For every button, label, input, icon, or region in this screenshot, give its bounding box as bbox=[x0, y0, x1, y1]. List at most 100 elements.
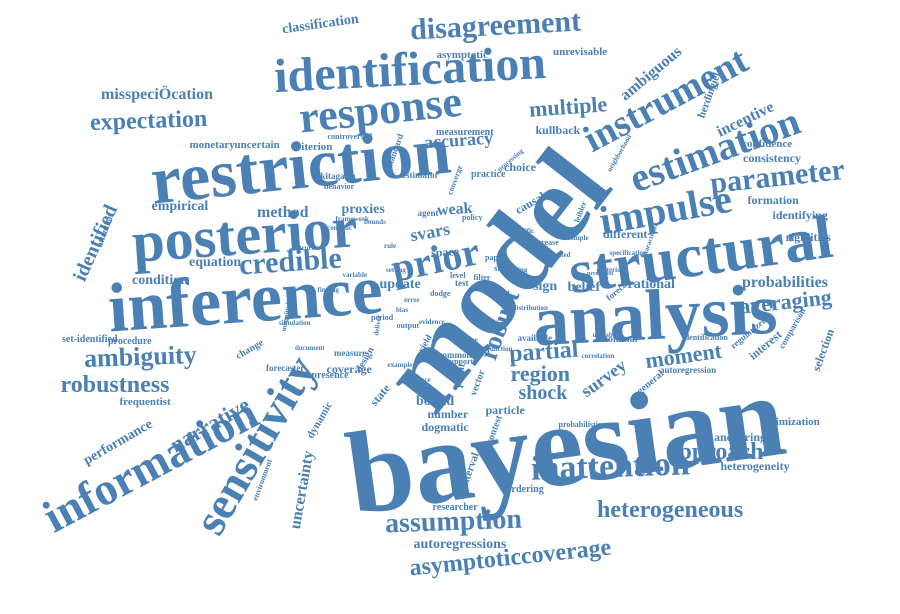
word-autoregression: autoregression bbox=[660, 364, 717, 375]
word-heterogeneous: heterogeneous bbox=[597, 497, 744, 523]
word-classification: classification bbox=[280, 11, 360, 38]
word-rational: rational bbox=[627, 277, 675, 292]
word-consistency: consistency bbox=[743, 151, 801, 165]
word-kitagawa: kitagawa bbox=[320, 170, 356, 181]
word-framework: framework bbox=[335, 214, 369, 223]
word-setting: setting bbox=[386, 265, 406, 274]
word-paper: paper bbox=[485, 253, 505, 262]
word-condition: condition bbox=[132, 273, 189, 288]
word-optimization: optimization bbox=[760, 415, 820, 428]
word-heterogeneity: heterogeneity bbox=[720, 459, 790, 473]
word-common: common bbox=[438, 349, 472, 360]
word-shock: shock bbox=[518, 382, 568, 404]
word-choice: choice bbox=[504, 160, 536, 174]
word-unrevisable: unrevisable bbox=[553, 45, 608, 58]
word-filter: filter bbox=[473, 273, 491, 282]
word-formation: formation bbox=[747, 193, 799, 207]
word-function: function bbox=[487, 344, 513, 353]
word-example: example bbox=[387, 360, 413, 369]
word-autoregressions: autoregressions bbox=[413, 537, 507, 552]
word-policy: policy bbox=[462, 213, 483, 222]
word-ordering: ordering bbox=[506, 484, 544, 495]
word-kullback: kullback bbox=[535, 123, 581, 137]
word-single: single bbox=[494, 262, 517, 273]
word-document: document bbox=[295, 343, 325, 352]
word-test: test bbox=[455, 277, 469, 288]
word-set-identified: set-identified bbox=[62, 334, 118, 345]
word-uncertainty: uncertainty bbox=[286, 449, 317, 531]
word-controversial: controversial bbox=[327, 132, 373, 141]
word-credible: credible bbox=[237, 241, 343, 282]
word-support: support bbox=[446, 357, 474, 366]
word-number: number bbox=[427, 407, 469, 421]
word-unstable: unstable bbox=[592, 330, 618, 339]
word-confidence: confidence bbox=[742, 137, 793, 150]
word-sign: sign bbox=[533, 279, 558, 294]
word-structure: structure bbox=[296, 243, 324, 252]
word-specific: specific bbox=[512, 226, 535, 235]
word-method: method bbox=[257, 204, 309, 221]
word-uncertain: uncertain bbox=[234, 138, 280, 151]
word-asymptotic: asymptotic bbox=[436, 48, 488, 61]
word-finding: finding bbox=[317, 285, 339, 294]
word-simulation: simulation bbox=[279, 318, 311, 327]
word-change: change bbox=[234, 337, 266, 362]
word-misspeci-cation: misspeciÖcation bbox=[101, 86, 213, 103]
word-space: space bbox=[430, 244, 460, 260]
word-output: output bbox=[396, 321, 420, 330]
word-behavior: behavior bbox=[324, 182, 355, 191]
word-bound: bound bbox=[416, 394, 455, 409]
word-learning: learning bbox=[502, 265, 528, 274]
word-correlation: correlation bbox=[581, 351, 615, 360]
word-level: level bbox=[450, 271, 466, 280]
word-robustness: robustness bbox=[60, 372, 170, 398]
word-empirical: empirical bbox=[151, 199, 209, 214]
word-rule: rule bbox=[384, 241, 397, 250]
word-error: error bbox=[404, 295, 420, 304]
word-increase: increase bbox=[531, 238, 559, 247]
word-procedure: procedure bbox=[108, 336, 152, 347]
word-disagreement: disagreement bbox=[408, 4, 582, 47]
word-criterion: criterion bbox=[291, 140, 333, 153]
word-distribution: distribution bbox=[512, 303, 548, 312]
word-dodge: dodge bbox=[430, 289, 451, 298]
word-forecaster: forecaster bbox=[266, 362, 305, 373]
word-researcher: researcher bbox=[432, 502, 478, 513]
word-measurement: measurement bbox=[436, 127, 494, 138]
word-multiple: multiple bbox=[528, 91, 608, 122]
word-approach: approach bbox=[666, 439, 764, 465]
word-outcome: outcome bbox=[452, 335, 478, 344]
word-coverage: coverage bbox=[326, 362, 372, 376]
word-nominal: nominal bbox=[602, 334, 638, 345]
word-limited: limited bbox=[549, 250, 571, 259]
word-sample: sample bbox=[567, 233, 589, 242]
word-identifying: identifying bbox=[772, 208, 828, 222]
word-particle: particle bbox=[485, 403, 525, 417]
word-rigidities: rigidities bbox=[785, 230, 831, 244]
word-measure: measure bbox=[334, 347, 367, 358]
word-preference: preference bbox=[399, 375, 431, 384]
word-dogmatic: dogmatic bbox=[421, 420, 469, 434]
word-available: available bbox=[517, 332, 553, 343]
word-specification: specification bbox=[609, 248, 647, 257]
word-anchoring: anchoring bbox=[714, 430, 767, 444]
word-evidence: evidence bbox=[419, 317, 445, 326]
word-dynamic: dynamic bbox=[304, 399, 336, 441]
word-identification: identification bbox=[682, 333, 728, 342]
word-prediction: prediction bbox=[587, 271, 614, 277]
word-monetary: monetary bbox=[189, 138, 235, 151]
word-region: region bbox=[510, 361, 570, 386]
word-update: update bbox=[379, 277, 421, 292]
word-proxies: proxies bbox=[341, 202, 385, 217]
word-period: period bbox=[371, 313, 394, 322]
word-economic: economic bbox=[324, 223, 352, 232]
word-estimator: estimator bbox=[402, 169, 439, 180]
word-frequentist: frequentist bbox=[119, 395, 171, 408]
word-probabilistic: probabilistic bbox=[558, 420, 602, 429]
word-belief: belief bbox=[567, 280, 601, 295]
word-study: study bbox=[552, 223, 569, 232]
word-bias: bias bbox=[396, 305, 409, 314]
word-equation: equation bbox=[189, 255, 242, 270]
word-agent: agent bbox=[417, 207, 439, 218]
